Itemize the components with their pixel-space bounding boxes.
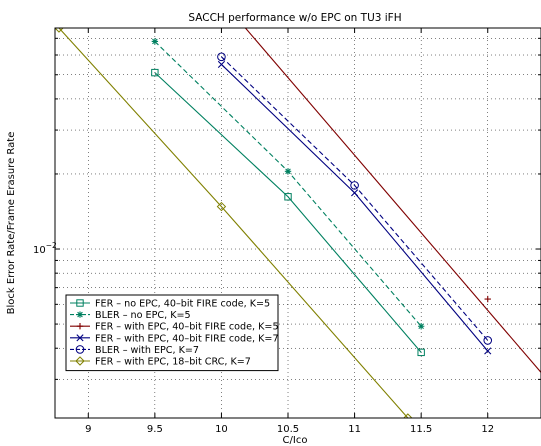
legend-entry: FER – with EPC, 40–bit FIRE code, K=7 bbox=[95, 333, 279, 344]
data-point bbox=[151, 38, 159, 45]
series-line bbox=[58, 28, 409, 418]
data-point bbox=[284, 193, 292, 201]
x-tick-label: 9 bbox=[85, 424, 91, 435]
legend-entry: FER – with EPC, 40–bit FIRE code, K=5 bbox=[95, 322, 279, 333]
legend-swatch-marker bbox=[76, 311, 84, 318]
data-series bbox=[55, 28, 541, 418]
data-point bbox=[55, 28, 64, 33]
legend-swatch-marker bbox=[76, 334, 84, 342]
data-point bbox=[217, 52, 226, 62]
axes: 9 9.5 10 10.5 11 11.5 12 10−2 bbox=[33, 27, 541, 435]
data-point bbox=[350, 181, 359, 190]
legend-swatch-marker bbox=[76, 323, 84, 330]
y-axis-label: Block Error Rate/Frame Erasure Rate bbox=[6, 132, 17, 315]
x-tick-label: 10 bbox=[215, 424, 228, 435]
series-line bbox=[221, 56, 489, 341]
y-tick-label: 10−2 bbox=[33, 241, 57, 256]
x-tick-label: 12 bbox=[481, 424, 494, 435]
data-point bbox=[217, 60, 226, 69]
series-group bbox=[55, 28, 413, 418]
legend-swatch-marker bbox=[75, 356, 85, 366]
data-point bbox=[284, 168, 292, 175]
data-point bbox=[483, 336, 493, 345]
legend-swatch-marker bbox=[76, 299, 84, 307]
data-point bbox=[484, 347, 492, 355]
data-point bbox=[484, 295, 491, 303]
series-group bbox=[244, 28, 541, 373]
series-line bbox=[244, 28, 541, 373]
chart-title: SACCH performance w/o EPC on TU3 iFH bbox=[188, 12, 401, 24]
data-point bbox=[403, 413, 413, 418]
data-point bbox=[417, 323, 425, 330]
legend-entry: FER – with EPC, 18–bit CRC, K=7 bbox=[95, 357, 251, 368]
legend-entry: BLER – with EPC, K=7 bbox=[95, 345, 199, 356]
series-line bbox=[154, 72, 422, 353]
legend-box bbox=[65, 294, 279, 372]
series-group bbox=[217, 60, 492, 355]
series-group bbox=[217, 52, 493, 345]
series-group bbox=[151, 38, 425, 330]
data-point bbox=[151, 68, 159, 77]
legend-swatch-marker bbox=[75, 345, 85, 354]
legend-entry: BLER – no EPC, K=5 bbox=[95, 310, 191, 321]
x-axis-label: C/Ico bbox=[283, 435, 308, 446]
plot-frame bbox=[54, 27, 541, 419]
legend-entry: FER – no EPC, 40–bit FIRE code, K=5 bbox=[95, 299, 270, 310]
series-group bbox=[151, 68, 425, 357]
x-tick-label: 11.5 bbox=[410, 424, 432, 435]
x-tick-label: 10.5 bbox=[277, 424, 299, 435]
data-point bbox=[351, 189, 359, 197]
x-tick-label: 9.5 bbox=[147, 424, 163, 435]
x-tick-label: 11 bbox=[348, 424, 361, 435]
legend: FER – no EPC, 40–bit FIRE code, K=5BLER … bbox=[65, 294, 279, 372]
data-point bbox=[417, 348, 425, 357]
data-point bbox=[216, 201, 227, 212]
